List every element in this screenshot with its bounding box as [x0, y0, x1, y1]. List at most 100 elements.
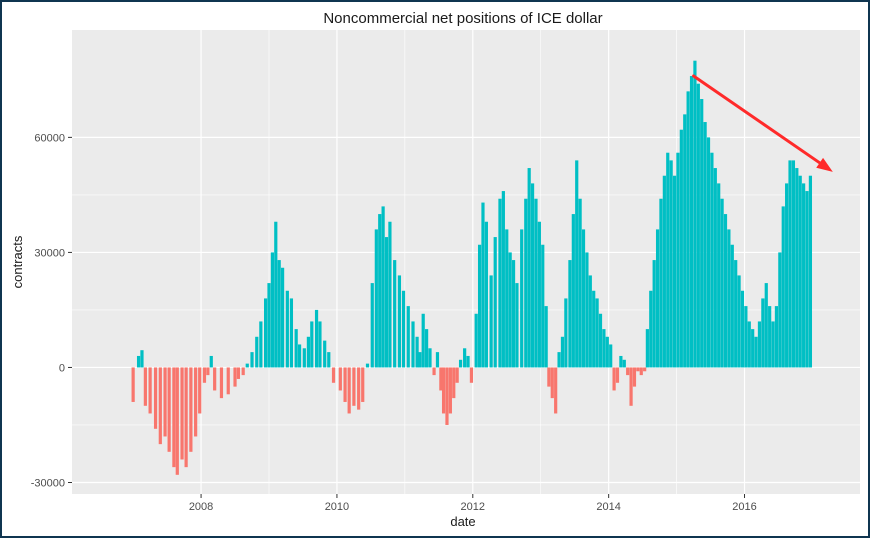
bar-64	[411, 321, 415, 368]
bar-163	[754, 336, 758, 368]
bar-65	[415, 336, 419, 368]
bar-150	[710, 152, 714, 368]
bar-17	[206, 367, 210, 376]
bar-92	[511, 260, 516, 368]
bar-67	[421, 313, 425, 368]
bar-105	[557, 352, 561, 368]
bar-20	[219, 367, 224, 399]
bar-39	[302, 348, 306, 368]
bar-160	[744, 306, 748, 368]
bar-106	[560, 336, 565, 368]
bar-127	[632, 367, 637, 387]
y-tick-label: 60000	[34, 132, 65, 144]
bar-16	[202, 367, 207, 383]
bar-96	[527, 168, 531, 368]
bar-113	[585, 252, 589, 368]
bar-102	[547, 367, 551, 387]
bar-11	[180, 367, 184, 460]
bar-178	[805, 191, 809, 368]
bar-24	[241, 367, 245, 376]
bar-79	[463, 348, 467, 368]
annotations	[692, 74, 833, 172]
bar-89	[501, 191, 505, 368]
bar-86	[489, 275, 493, 368]
bar-168	[771, 321, 775, 368]
y-tick-label: 0	[59, 362, 65, 374]
bar-173	[788, 160, 792, 368]
bar-49	[347, 367, 351, 414]
bar-148	[703, 122, 707, 368]
bar-108	[568, 260, 572, 368]
bar-120	[609, 344, 613, 368]
bar-98	[534, 198, 538, 368]
bar-41	[310, 321, 314, 368]
bar-153	[720, 198, 724, 368]
annotation-arrow-shaft-0	[692, 74, 822, 165]
bar-132	[649, 290, 653, 368]
bar-143	[686, 91, 690, 368]
bar-155	[727, 229, 731, 368]
bar-118	[602, 329, 606, 368]
bar-158	[737, 275, 741, 368]
bar-61	[397, 275, 402, 368]
y-axis-title: contracts	[10, 235, 25, 288]
bar-161	[747, 321, 751, 368]
x-tick-label: 2012	[461, 501, 485, 513]
bar-31	[270, 252, 274, 368]
bar-43	[318, 321, 322, 368]
bar-56	[378, 214, 382, 368]
bar-121	[612, 367, 616, 391]
bar-164	[757, 321, 762, 368]
bar-133	[652, 260, 656, 368]
bar-10	[175, 367, 179, 475]
bar-141	[679, 129, 683, 368]
bar-174	[791, 160, 796, 368]
bar-166	[764, 283, 768, 368]
bar-33	[277, 260, 281, 368]
bar-111	[578, 198, 582, 368]
bar-114	[588, 275, 592, 368]
bar-100	[541, 244, 545, 368]
bar-37	[294, 329, 298, 368]
bar-51	[357, 367, 361, 410]
bar-32	[274, 221, 278, 368]
bar-3	[143, 367, 147, 406]
bar-59	[388, 221, 392, 368]
x-tick-label: 2010	[325, 501, 349, 513]
bar-70	[432, 367, 436, 376]
bar-116	[595, 298, 599, 368]
bar-34	[280, 267, 285, 368]
bar-136	[662, 175, 666, 368]
bar-124	[622, 359, 626, 368]
bar-146	[696, 83, 700, 368]
bar-130	[643, 367, 647, 372]
bar-149	[706, 137, 711, 368]
bar-46	[331, 367, 336, 383]
bar-40	[306, 336, 310, 368]
bar-58	[384, 237, 389, 368]
bar-72	[439, 367, 443, 391]
bar-52	[361, 367, 365, 402]
bar-129	[639, 367, 643, 376]
bar-128	[636, 367, 640, 372]
x-ticks: 2008 2010 2012 2014 2016	[189, 494, 757, 513]
bar-115	[592, 290, 596, 368]
bar-30	[267, 283, 271, 368]
bar-157	[734, 260, 738, 368]
bar-26	[250, 352, 254, 368]
bar-48	[343, 367, 347, 402]
bar-90	[505, 229, 509, 368]
bar-53	[365, 363, 370, 368]
bar-144	[689, 76, 694, 368]
bar-4	[148, 367, 152, 414]
bar-66	[418, 352, 422, 368]
bar-81	[469, 367, 474, 383]
bar-135	[659, 198, 663, 368]
bar-60	[393, 260, 397, 368]
bar-109	[571, 214, 575, 368]
bar-7	[163, 367, 167, 437]
bar-140	[676, 152, 680, 368]
bar-107	[564, 298, 568, 368]
bar-75	[448, 367, 452, 414]
x-axis-title: date	[450, 514, 475, 529]
